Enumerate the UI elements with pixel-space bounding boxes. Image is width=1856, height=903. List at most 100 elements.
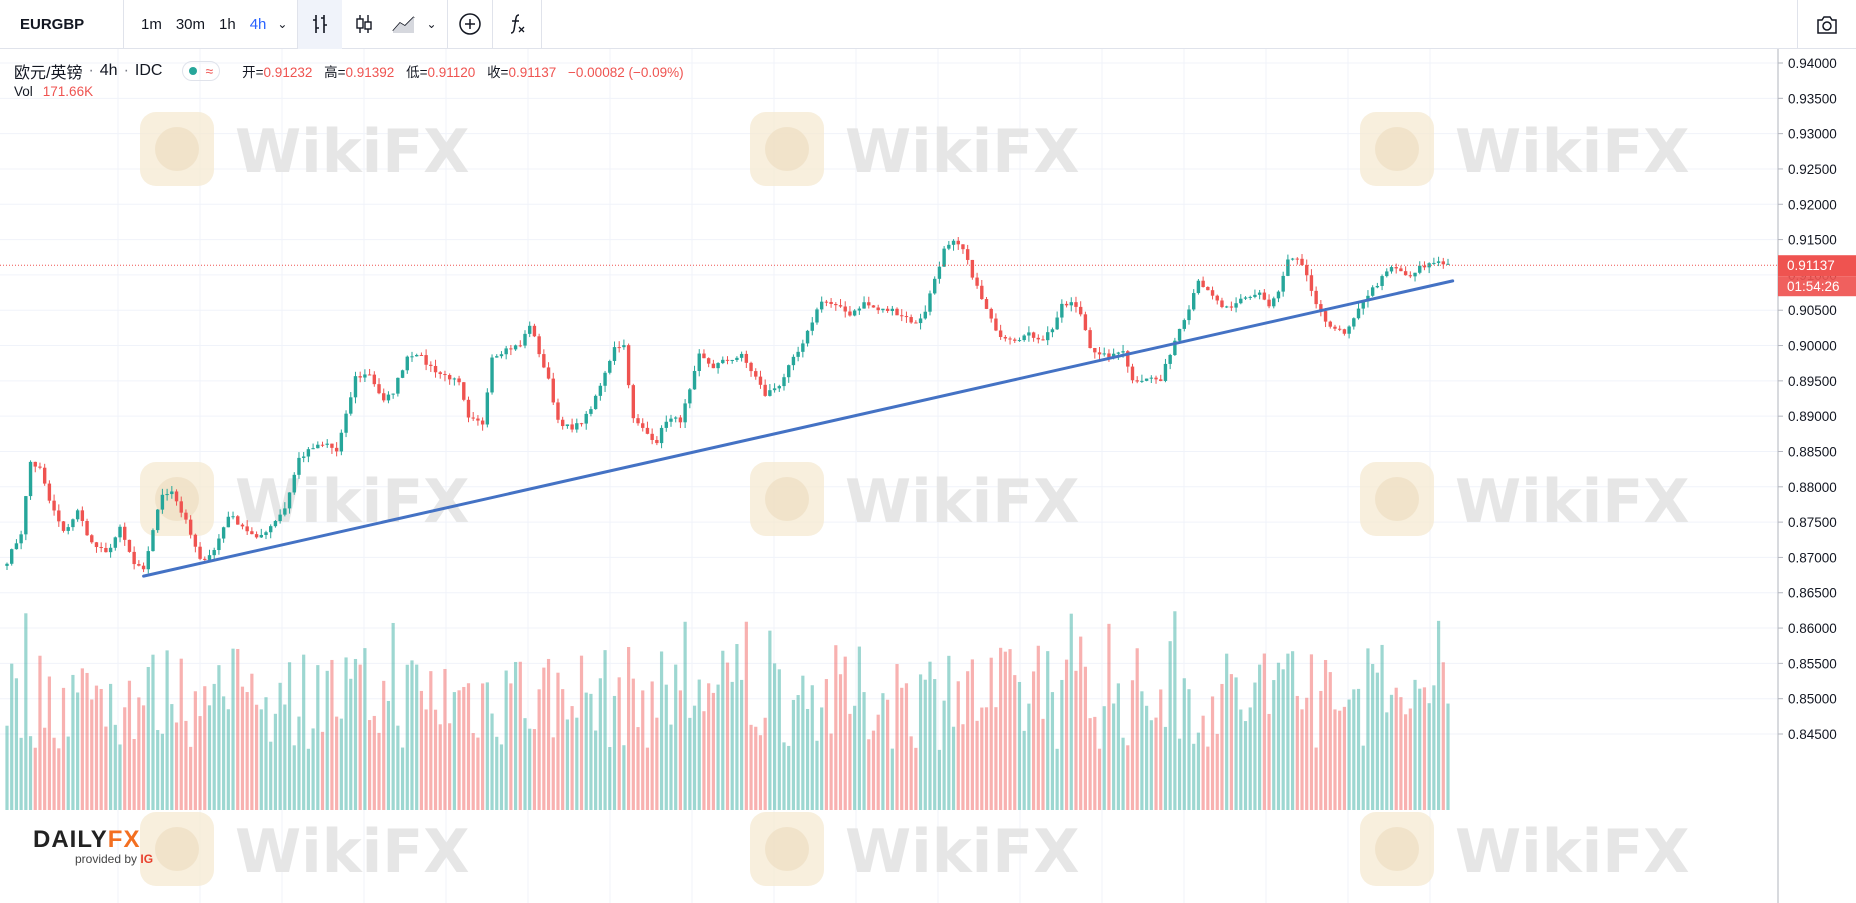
interval-4h[interactable]: 4h [249, 15, 267, 33]
candle-body [424, 355, 428, 365]
volume-bar [702, 711, 706, 810]
volume-bar [170, 704, 174, 810]
volume-bar [415, 664, 419, 810]
candle-body [1144, 378, 1149, 381]
price-chart[interactable]: WikiFX WikiFX WikiFX WikiFX WikiFX WikiFX Wiki… [0, 49, 1856, 903]
symbol-search[interactable]: EURGBP [0, 0, 124, 49]
candle-body [631, 385, 636, 419]
candle-body [782, 377, 786, 387]
price-axis-tick-label: 0.87000 [1788, 550, 1837, 565]
watermark-logo-icon [765, 477, 809, 521]
trendline [142, 279, 1455, 578]
candle-body [819, 301, 824, 310]
candle-body [1064, 303, 1069, 306]
volume-bar [264, 697, 268, 810]
interval-dropdown-icon[interactable]: ⌄ [277, 17, 288, 31]
volume-bar [24, 613, 28, 810]
volume-bar [678, 690, 683, 810]
volume-bar [1168, 641, 1172, 810]
volume-bar [603, 650, 607, 810]
volume-bar [1107, 623, 1111, 810]
candle-body [226, 516, 231, 528]
candle-body [560, 419, 565, 427]
candle-body [1102, 353, 1106, 355]
candle-body [80, 510, 85, 521]
candle-body [532, 325, 537, 337]
candle-body [1323, 311, 1328, 322]
candle-body [372, 374, 377, 385]
volume-bar [1305, 697, 1309, 810]
volume-bar [570, 706, 574, 810]
legend-interval: 4h [99, 62, 118, 79]
candle-body [90, 535, 94, 543]
candle-body [1319, 304, 1323, 312]
candle-body [466, 399, 471, 418]
watermark-logo-icon [155, 127, 199, 171]
volume-bar [90, 699, 94, 810]
volume-bar [212, 683, 216, 810]
volume-bar [518, 661, 522, 810]
price-axis-tick-label: 0.88500 [1788, 444, 1837, 459]
candle-body [636, 418, 640, 424]
volume-bar [688, 717, 692, 810]
price-axis-tick-label: 0.92000 [1788, 197, 1837, 212]
volume-bar [57, 748, 61, 810]
candle-body [1314, 290, 1318, 305]
candle-body [118, 526, 122, 538]
volume-bar [923, 679, 927, 810]
low-value: 0.91120 [427, 65, 476, 80]
candle-body [612, 347, 617, 361]
volume-bar [1074, 670, 1078, 810]
market-status-badge[interactable]: ≈ [182, 61, 221, 81]
snapshot-button[interactable] [1797, 0, 1856, 49]
indicators-button[interactable] [493, 0, 541, 49]
candle-body [1403, 271, 1408, 276]
price-axis-tick-label: 0.85500 [1788, 656, 1837, 671]
volume-bar [1404, 714, 1408, 810]
candle-body [763, 384, 767, 396]
volume-bar [302, 654, 306, 810]
candle-body [146, 551, 150, 570]
volume-bar [429, 671, 433, 810]
candle-body [848, 311, 852, 316]
candle-body [349, 397, 353, 414]
volume-bar [85, 672, 89, 810]
candle-body [1422, 265, 1427, 268]
candle-body [876, 307, 880, 311]
volume-bar [504, 670, 508, 810]
compare-button[interactable] [448, 0, 492, 49]
volume-bar [278, 682, 282, 810]
bars-chart-button[interactable] [298, 0, 343, 49]
interval-30m[interactable]: 30m [175, 15, 206, 33]
candle-body [1116, 352, 1121, 354]
candle-body [188, 519, 193, 535]
candle-body [250, 531, 254, 535]
interval-1m[interactable]: 1m [141, 15, 162, 33]
delayed-data-icon: ≈ [205, 63, 214, 79]
candle-body [1201, 280, 1205, 287]
volume-bar [368, 720, 372, 810]
volume-bar [481, 683, 485, 810]
volume-bar [203, 686, 207, 810]
candle-body [462, 382, 466, 400]
volume-bar [1159, 689, 1163, 810]
candle-body [570, 424, 574, 430]
volume-bar [659, 651, 664, 810]
volume-bar [1441, 662, 1445, 810]
volume-bar [848, 713, 852, 810]
volume-bar [1286, 653, 1290, 810]
candles-chart-button[interactable] [342, 0, 386, 49]
volume-bar [989, 657, 993, 810]
volume-bar [1046, 651, 1050, 810]
volume-bar [546, 658, 551, 810]
chart-type-dropdown-icon[interactable]: ⌄ [426, 17, 437, 31]
volume-bar [217, 665, 221, 810]
volume-bar [1140, 691, 1144, 810]
candle-body [650, 433, 654, 440]
volume-bar [377, 732, 381, 810]
interval-1h[interactable]: 1h [219, 15, 236, 33]
volume-bar [782, 742, 786, 810]
candle-body [509, 348, 513, 350]
candle-body [292, 474, 296, 493]
area-chart-button[interactable] [386, 0, 422, 49]
